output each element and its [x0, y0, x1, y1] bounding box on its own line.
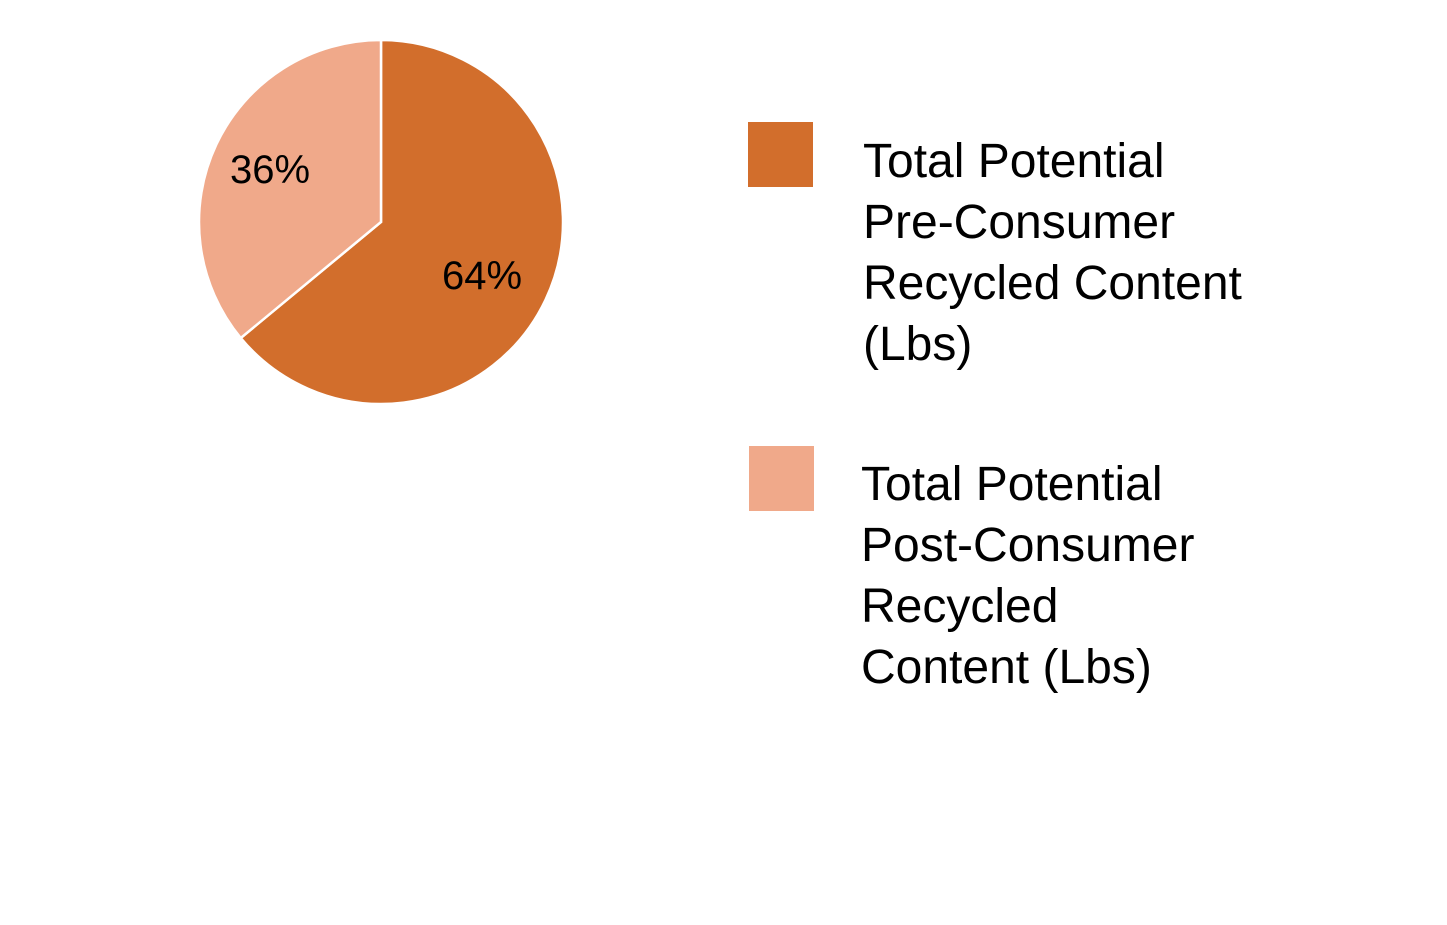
- pie-label-post-consumer: 36%: [230, 148, 311, 192]
- legend-swatch-pre-consumer: [748, 122, 813, 187]
- legend-label-pre-consumer[interactable]: Total Potential Pre-Consumer Recycled Co…: [863, 131, 1242, 375]
- legend-line: Content (Lbs): [861, 641, 1152, 694]
- legend-line: Total Potential: [863, 135, 1165, 188]
- legend-line: Pre-Consumer: [863, 196, 1176, 249]
- pie-label-pre-consumer: 64%: [442, 254, 523, 298]
- pie-slice-post-consumer[interactable]: [197, 38, 383, 340]
- pie-slice-pre-consumer[interactable]: [239, 38, 565, 406]
- legend-label-post-consumer[interactable]: Total Potential Post-Consumer Recycled C…: [861, 454, 1194, 698]
- legend-line: Recycled Content: [863, 257, 1242, 310]
- legend-line: (Lbs): [863, 318, 973, 371]
- legend-swatch-post-consumer: [749, 446, 814, 511]
- legend-line: Total Potential: [861, 458, 1163, 511]
- legend-line: Post-Consumer: [861, 519, 1195, 572]
- legend-line: Recycled: [861, 580, 1059, 633]
